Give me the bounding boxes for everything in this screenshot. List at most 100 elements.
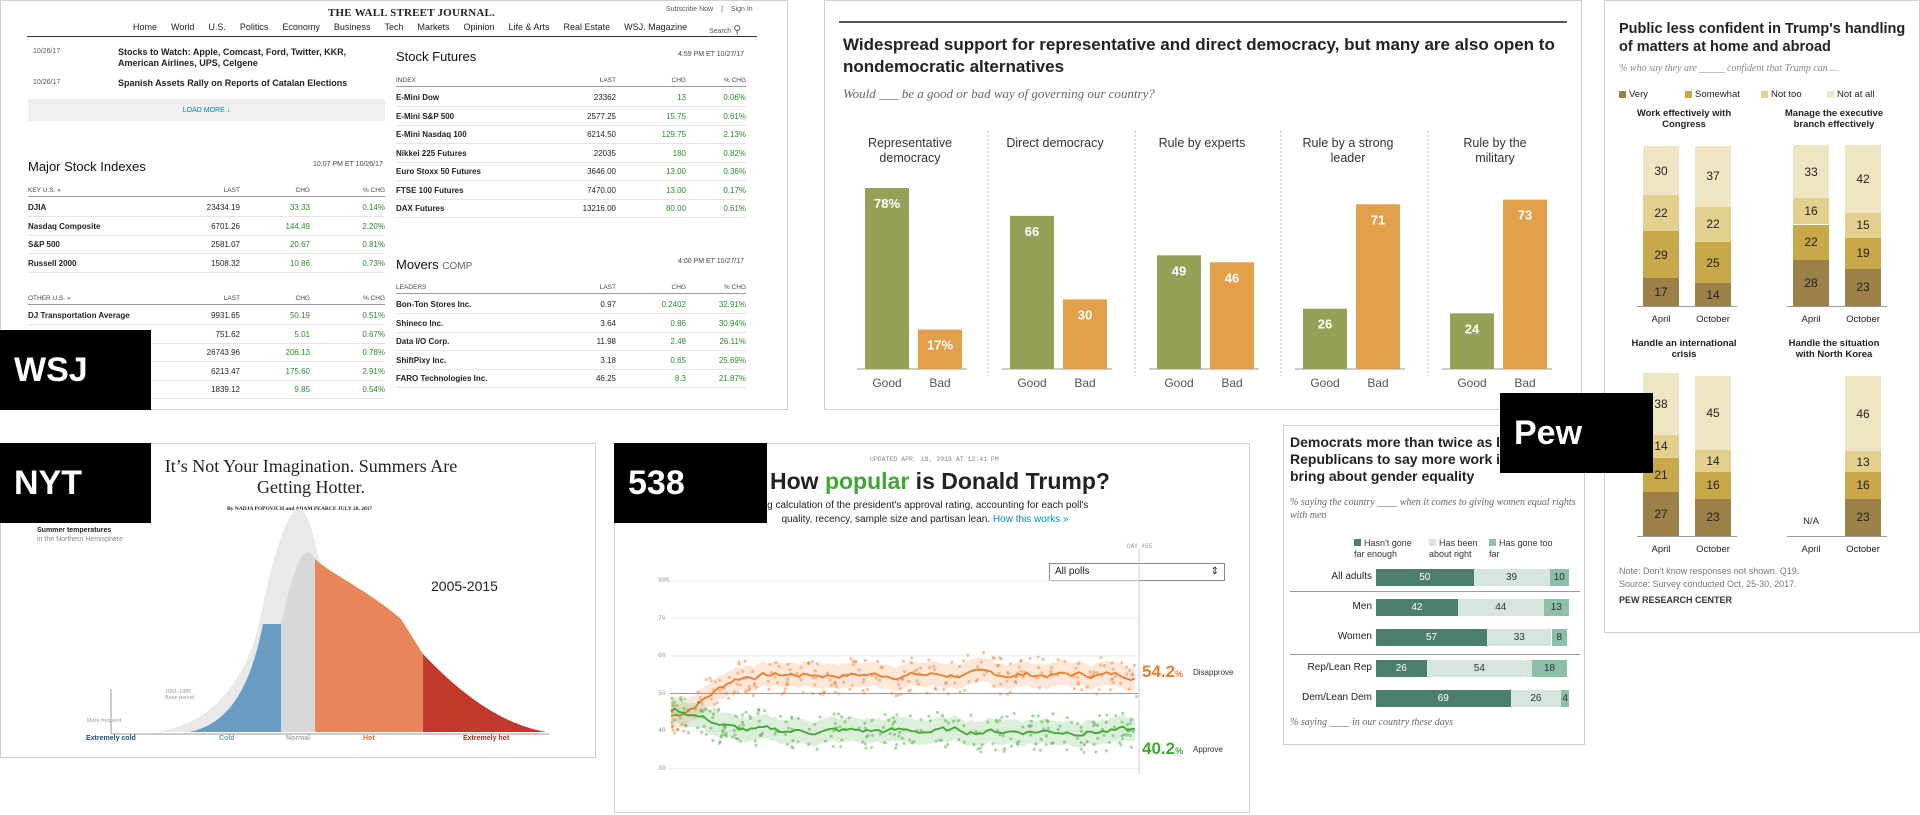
row-name[interactable]: DJIA xyxy=(28,203,47,212)
row-name[interactable]: S&P 500 xyxy=(28,240,60,249)
news-headline[interactable]: Spanish Assets Rally on Reports of Catal… xyxy=(118,78,348,88)
nav-item[interactable]: Economy xyxy=(282,22,320,32)
bar-value-label: 30 xyxy=(1078,307,1092,322)
news-date: 10/26/17 xyxy=(33,48,61,55)
nav-item[interactable]: Business xyxy=(333,22,371,32)
signin-link[interactable]: Sign In xyxy=(730,6,753,13)
row-name[interactable]: FTSE 100 Futures xyxy=(396,185,464,195)
row-value: 7470.00 xyxy=(587,185,616,195)
nav-item[interactable]: Politics xyxy=(239,22,269,32)
table-row[interactable]: Russell 2000 1508.32 10.86 0.73% xyxy=(28,255,385,273)
nav-item[interactable]: Markets xyxy=(417,22,450,32)
table-row[interactable]: 26743.96 206.13 0.78% xyxy=(28,344,385,362)
table-row[interactable]: FARO Technologies Inc. 46.25 8.3 21.87% xyxy=(396,370,746,388)
column-header: LAST xyxy=(599,284,616,291)
table-row[interactable]: Bon-Ton Stores Inc. 0.97 0.2402 32.91% xyxy=(396,296,746,314)
bar-segment: 44 xyxy=(1457,599,1544,616)
row-value: 80.00 xyxy=(665,204,686,213)
load-more-button[interactable]: LOAD MORE ↓ xyxy=(28,99,385,121)
row-name[interactable]: DJ Transportation Average xyxy=(28,311,130,320)
how-this-works-link[interactable]: How this works » xyxy=(992,514,1069,525)
row-name[interactable]: Nasdaq Composite xyxy=(28,221,101,231)
bar-value-label: 24 xyxy=(1465,321,1480,336)
wsj-masthead[interactable]: THE WALL STREET JOURNAL. xyxy=(328,7,496,19)
table-row[interactable]: S&P 500 2581.07 20.67 0.81% xyxy=(28,236,385,254)
table-row[interactable]: FTSE 100 Futures 7470.00 13.00 0.17% xyxy=(396,182,746,200)
row-value: 13 xyxy=(677,93,686,102)
row-value: 2.20% xyxy=(362,221,385,231)
row-name[interactable]: E-Mini Nasdaq 100 xyxy=(396,130,467,139)
row-name[interactable]: Euro Stoxx 50 Futures xyxy=(396,167,481,176)
pew-democracy-title: Widespread support for representative an… xyxy=(843,35,1555,76)
column-header: % CHG xyxy=(723,77,746,84)
indexes-title[interactable]: Major Stock Indexes xyxy=(28,159,146,174)
row-name[interactable]: Bon-Ton Stores Inc. xyxy=(396,300,472,309)
table-row[interactable]: Nikkei 225 Futures 22035 180 0.82% xyxy=(396,145,746,163)
bin-extremely-cold: Extremely cold xyxy=(86,735,136,742)
pew-credit: PEW RESEARCH CENTER xyxy=(1619,595,1733,605)
wsj-search[interactable]: Search ⚲ xyxy=(709,24,742,36)
row-value: 0.17% xyxy=(723,185,746,195)
row-name[interactable]: ShiftPixy Inc. xyxy=(396,355,447,365)
table-row[interactable]: Data I/O Corp. 11.98 2.48 26.11% xyxy=(396,333,746,351)
news-headline[interactable]: Stocks to Watch: Apple, Comcast, Ford, T… xyxy=(118,47,347,68)
nav-item[interactable]: Home xyxy=(133,22,158,32)
f538-subtitle: ng calculation of the president's approv… xyxy=(761,500,1089,525)
bar-value-label: 66 xyxy=(1025,224,1039,239)
nav-item[interactable]: U.S. xyxy=(208,22,226,32)
table-row[interactable]: Euro Stoxx 50 Futures 3646.00 13.00 0.36% xyxy=(396,163,746,181)
indexes-timestamp: 10:07 PM ET 10/26/17 xyxy=(313,161,383,168)
f538-tag: 538 xyxy=(614,443,767,523)
legend-item: Has been about right xyxy=(1429,538,1499,560)
bar-segment: 30 xyxy=(1643,146,1679,196)
bar-good xyxy=(1450,313,1494,369)
nav-item[interactable]: World xyxy=(171,22,195,32)
table-row[interactable]: Shineco Inc. 3.64 0.86 30.94% xyxy=(396,315,746,333)
row-value: 15.75 xyxy=(665,111,686,121)
table-row[interactable]: DJIA 23434.19 33.33 0.14% xyxy=(28,199,385,217)
row-name[interactable]: FARO Technologies Inc. xyxy=(396,374,488,383)
bar-value-label: 71 xyxy=(1371,212,1385,227)
table-row[interactable]: E-Mini Nasdaq 100 6214.50 129.75 2.13% xyxy=(396,126,746,144)
nav-item[interactable]: Opinion xyxy=(463,22,495,32)
row-name[interactable]: Nikkei 225 Futures xyxy=(396,148,467,158)
table-row[interactable]: E-Mini S&P 500 2577.25 15.75 0.61% xyxy=(396,108,746,126)
nav-item[interactable]: WSJ. Magazine xyxy=(624,22,688,32)
nav-item[interactable]: Tech xyxy=(384,22,404,32)
row-name[interactable]: Shineco Inc. xyxy=(396,318,444,328)
row-value: 751.62 xyxy=(215,329,240,339)
movers-title[interactable]: Movers COMP xyxy=(396,257,473,272)
row-name[interactable]: Russell 2000 xyxy=(28,258,77,268)
row-name[interactable]: DAX Futures xyxy=(396,204,445,213)
updated-text: UPDATED APR. 18, 2018 AT 12:41 PM xyxy=(870,456,999,463)
row-name[interactable]: E-Mini S&P 500 xyxy=(396,111,455,121)
table-row[interactable]: 6213.47 175.60 2.91% xyxy=(28,363,385,381)
pew-source: Source: Survey conducted Oct. 25-30, 201… xyxy=(1619,579,1797,589)
group-label: Representative xyxy=(868,136,952,150)
x-axis-label: April xyxy=(1651,314,1671,325)
bar-segment: 69 xyxy=(1376,690,1511,707)
bar-category-label: Good xyxy=(872,376,901,390)
table-row[interactable]: 751.62 5.01 0.67% xyxy=(28,326,385,344)
bar-segment: 57 xyxy=(1376,629,1488,646)
nav-item[interactable]: Real Estate xyxy=(563,22,611,32)
table-row[interactable]: Nasdaq Composite 6701.26 144.49 2.20% xyxy=(28,218,385,236)
table-row[interactable]: ShiftPixy Inc. 3.18 0.65 25.69% xyxy=(396,352,746,370)
row-name[interactable]: E-Mini Dow xyxy=(396,93,440,102)
row-name[interactable]: Data I/O Corp. xyxy=(396,337,450,346)
table-row[interactable]: E-Mini Dow 23362 13 0.06% xyxy=(396,89,746,107)
row-value: 3646.00 xyxy=(587,167,616,176)
section-link[interactable]: KEY U.S. » xyxy=(28,187,61,194)
nav-item[interactable]: Life & Arts xyxy=(508,22,550,32)
nyt-label: Summer temperatures xyxy=(37,527,112,534)
futures-title[interactable]: Stock Futures xyxy=(396,49,477,64)
section-link[interactable]: OTHER U.S. » xyxy=(28,295,71,302)
search-icon[interactable]: ⚲ xyxy=(733,24,742,36)
table-row[interactable]: DAX Futures 13216.00 80.00 0.61% xyxy=(396,200,746,218)
subscribe-link[interactable]: Subscribe Now xyxy=(666,6,714,13)
legend-swatch xyxy=(1619,91,1626,98)
table-row[interactable]: DJ Transportation Average 9931.65 50.19 0.5… xyxy=(28,307,385,325)
bar-segment: 13 xyxy=(1845,451,1881,473)
table-row[interactable]: 1839.12 9.85 0.54% xyxy=(28,381,385,399)
bin-extremely-hot: Extremely hot xyxy=(463,735,510,742)
